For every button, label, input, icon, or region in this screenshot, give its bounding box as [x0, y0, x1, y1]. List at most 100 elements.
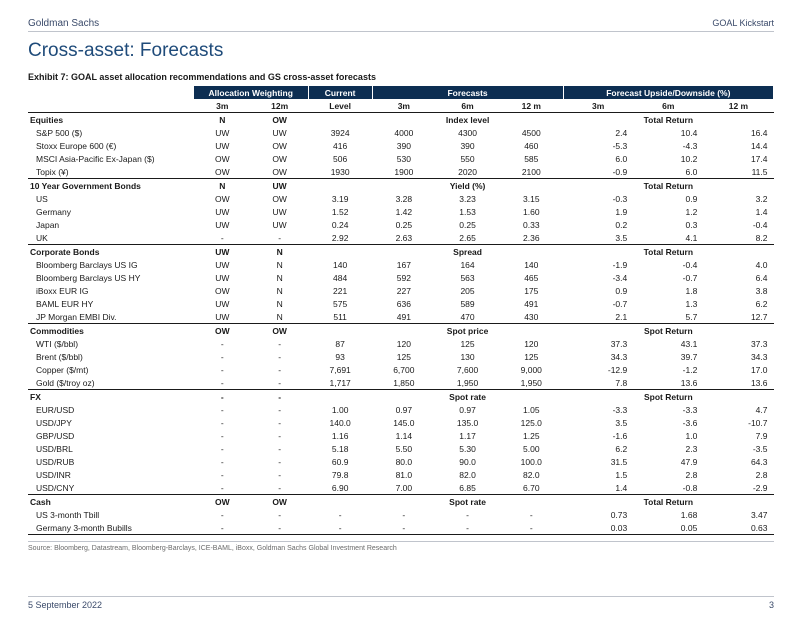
- row-u12: 8.2: [703, 231, 773, 245]
- row-f12: 9,000: [499, 363, 563, 376]
- row-f6: 164: [436, 258, 500, 271]
- row-f12: -: [499, 508, 563, 521]
- table-row: Bloomberg Barclays US HYUWN484592563465-…: [28, 271, 774, 284]
- row-f3: 4000: [372, 126, 436, 139]
- section-w3: UW: [194, 245, 251, 259]
- row-w12: -: [251, 363, 308, 376]
- row-w3: -: [194, 442, 251, 455]
- row-u6: 1.68: [633, 508, 703, 521]
- row-u3: 6.0: [563, 152, 633, 165]
- row-w12: N: [251, 297, 308, 310]
- row-f12: 585: [499, 152, 563, 165]
- table-row: USD/JPY--140.0145.0135.0125.03.5-3.6-10.…: [28, 416, 774, 429]
- row-u12: 37.3: [703, 337, 773, 350]
- row-f3: 145.0: [372, 416, 436, 429]
- row-name: MSCI Asia-Pacific Ex-Japan ($): [28, 152, 194, 165]
- row-w12: -: [251, 481, 308, 495]
- table-row: JapanUWUW0.240.250.250.330.20.3-0.4: [28, 218, 774, 231]
- row-u3: 6.2: [563, 442, 633, 455]
- row-u12: -2.9: [703, 481, 773, 495]
- table-row: EUR/USD--1.000.970.971.05-3.3-3.34.7: [28, 403, 774, 416]
- row-f6: 0.97: [436, 403, 500, 416]
- row-lvl: 79.8: [308, 468, 372, 481]
- section-right: Spot Return: [563, 390, 773, 404]
- row-f6: 1,950: [436, 376, 500, 390]
- row-u12: -3.5: [703, 442, 773, 455]
- sub-f6: 6m: [436, 99, 500, 113]
- row-name: Bloomberg Barclays US IG: [28, 258, 194, 271]
- row-name: Bloomberg Barclays US HY: [28, 271, 194, 284]
- row-w12: N: [251, 271, 308, 284]
- table-row: Topix (¥)OWOW1930190020202100-0.96.011.5: [28, 165, 774, 179]
- row-f6: 390: [436, 139, 500, 152]
- section-header: 10 Year Government BondsNUWYield (%)Tota…: [28, 179, 774, 193]
- row-u3: 2.4: [563, 126, 633, 139]
- row-w3: -: [194, 481, 251, 495]
- row-f12: -: [499, 521, 563, 535]
- row-f3: 6,700: [372, 363, 436, 376]
- row-lvl: 87: [308, 337, 372, 350]
- table-row: USD/RUB--60.980.090.0100.031.547.964.3: [28, 455, 774, 468]
- row-u3: 3.5: [563, 416, 633, 429]
- row-w3: OW: [194, 152, 251, 165]
- section-w3: OW: [194, 324, 251, 338]
- row-w12: UW: [251, 205, 308, 218]
- row-w3: -: [194, 508, 251, 521]
- row-lvl: -: [308, 521, 372, 535]
- row-u3: 1.4: [563, 481, 633, 495]
- row-f3: -: [372, 508, 436, 521]
- row-lvl: 575: [308, 297, 372, 310]
- row-f6: 470: [436, 310, 500, 324]
- footer-page: 3: [769, 600, 774, 610]
- section-w12: OW: [251, 324, 308, 338]
- row-f6: 563: [436, 271, 500, 284]
- row-w3: -: [194, 416, 251, 429]
- row-u6: 10.2: [633, 152, 703, 165]
- row-f3: 1900: [372, 165, 436, 179]
- row-w12: -: [251, 468, 308, 481]
- row-w3: UW: [194, 126, 251, 139]
- row-f12: 465: [499, 271, 563, 284]
- row-name: US 3-month Tbill: [28, 508, 194, 521]
- row-f12: 120: [499, 337, 563, 350]
- row-w3: UW: [194, 297, 251, 310]
- row-f6: 1.53: [436, 205, 500, 218]
- row-f12: 1.25: [499, 429, 563, 442]
- row-w12: UW: [251, 218, 308, 231]
- row-u12: 6.2: [703, 297, 773, 310]
- row-name: Topix (¥): [28, 165, 194, 179]
- row-w3: -: [194, 468, 251, 481]
- row-u3: -5.3: [563, 139, 633, 152]
- row-f6: 4300: [436, 126, 500, 139]
- row-w12: -: [251, 429, 308, 442]
- row-f3: 491: [372, 310, 436, 324]
- row-u6: 1.8: [633, 284, 703, 297]
- row-f6: 7,600: [436, 363, 500, 376]
- section-mid: Index level: [372, 113, 563, 127]
- row-lvl: 416: [308, 139, 372, 152]
- row-name: US: [28, 192, 194, 205]
- section-mid: Yield (%): [372, 179, 563, 193]
- row-f6: 130: [436, 350, 500, 363]
- row-lvl: 511: [308, 310, 372, 324]
- row-w12: -: [251, 337, 308, 350]
- row-u12: 4.0: [703, 258, 773, 271]
- row-u6: 1.2: [633, 205, 703, 218]
- row-w3: -: [194, 429, 251, 442]
- row-u6: 6.0: [633, 165, 703, 179]
- table-row: Germany 3-month Bubills------0.030.050.6…: [28, 521, 774, 535]
- row-f6: 2.65: [436, 231, 500, 245]
- row-f6: 6.85: [436, 481, 500, 495]
- row-f12: 491: [499, 297, 563, 310]
- row-w12: OW: [251, 165, 308, 179]
- row-u3: 0.03: [563, 521, 633, 535]
- row-name: Germany: [28, 205, 194, 218]
- row-u12: -10.7: [703, 416, 773, 429]
- row-u6: -3.3: [633, 403, 703, 416]
- row-lvl: 1,717: [308, 376, 372, 390]
- row-f12: 3.15: [499, 192, 563, 205]
- row-lvl: 1.16: [308, 429, 372, 442]
- row-w12: -: [251, 350, 308, 363]
- row-f12: 2.36: [499, 231, 563, 245]
- row-w12: OW: [251, 192, 308, 205]
